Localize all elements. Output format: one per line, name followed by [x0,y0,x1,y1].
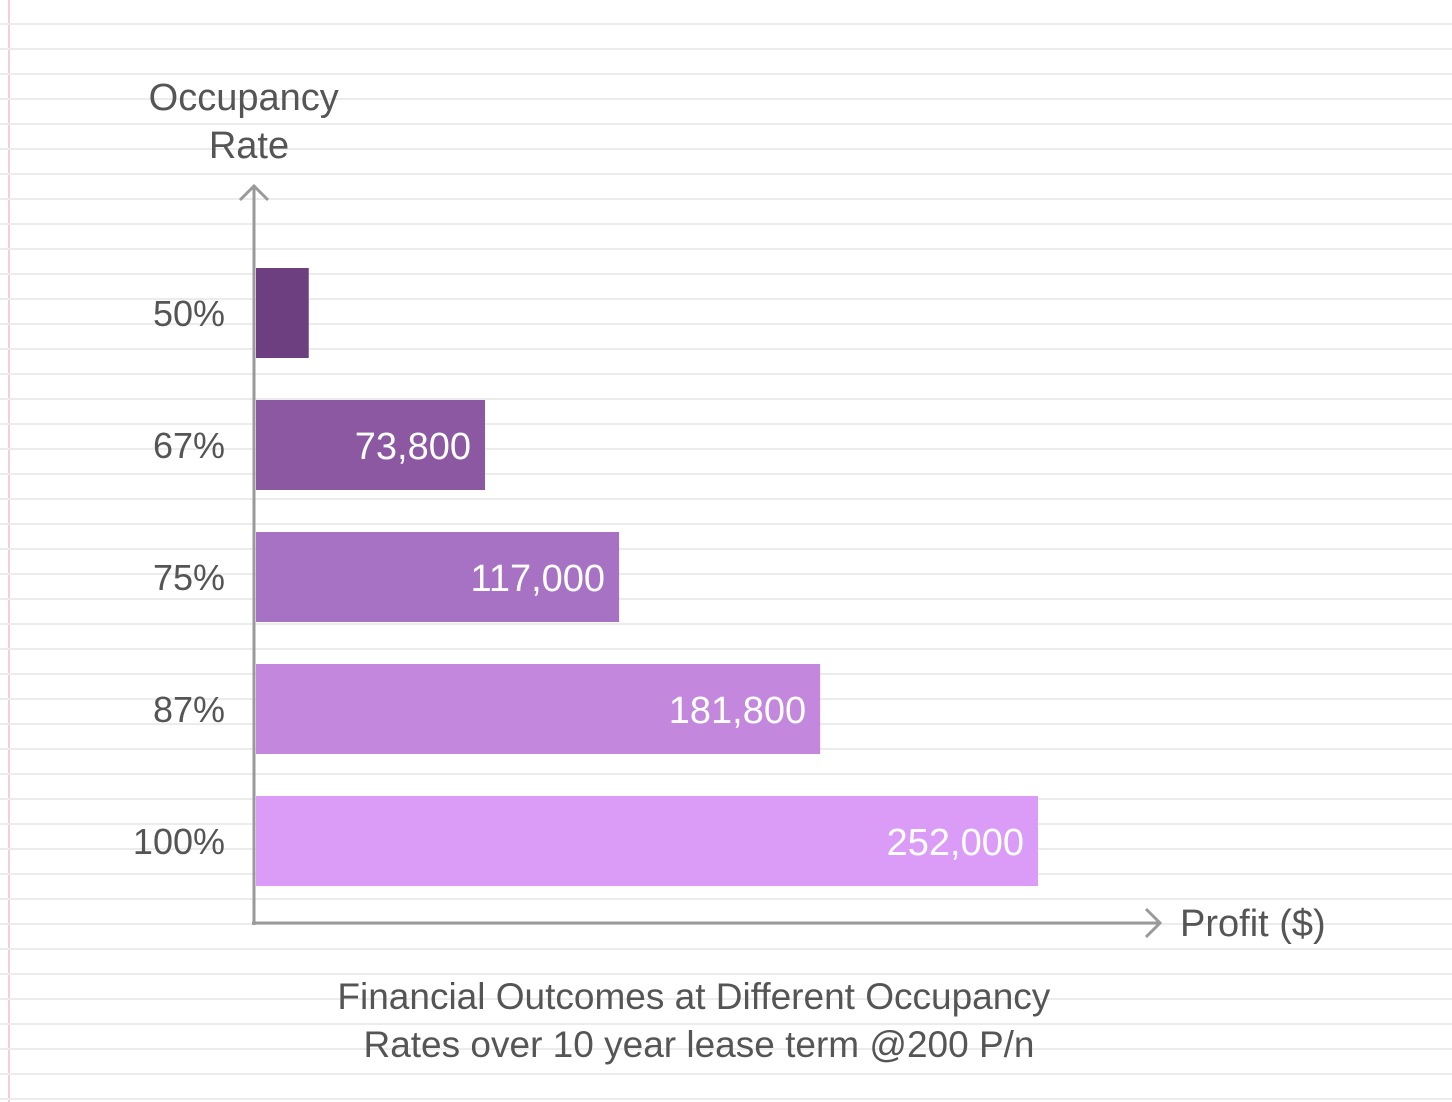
y-tick-label: 87% [153,689,225,730]
y-axis-arrowhead [238,183,270,202]
x-axis-arrowhead [1144,907,1163,939]
bar-67pct [256,400,486,490]
chart-caption: Financial Outcomes at Different Occupanc… [337,976,1060,1065]
y-axis-title-line-1: Occupancy [149,77,339,119]
bar-100pct [256,796,1038,886]
y-axis-title-line-2: Rate [209,125,289,167]
bar-data-label: 181,800 [669,690,806,732]
bar-75pct [256,532,620,622]
bar-87pct [256,664,821,754]
chart-caption-line-1: Financial Outcomes at Different Occupanc… [337,976,1050,1017]
y-tick-label: 100% [133,821,225,862]
bar-data-label: 117,000 [471,558,606,600]
y-axis-title: Occupancy Rate [149,77,350,167]
y-tick-label: 67% [153,425,225,466]
x-axis-title: Profit ($) [1180,903,1326,945]
bar-data-label: 252,000 [887,822,1024,864]
chart-caption-line-2: Rates over 10 year lease term @200 P/n [363,1024,1034,1065]
bar-series: 50% 67% 73,800 75% 117,000 87% 181,800 100% 252,… [133,268,1038,886]
y-tick-label: 50% [153,293,225,334]
y-tick-label: 75% [153,557,225,598]
bar-50pct [256,268,309,358]
bar-data-label: 73,800 [355,426,471,468]
